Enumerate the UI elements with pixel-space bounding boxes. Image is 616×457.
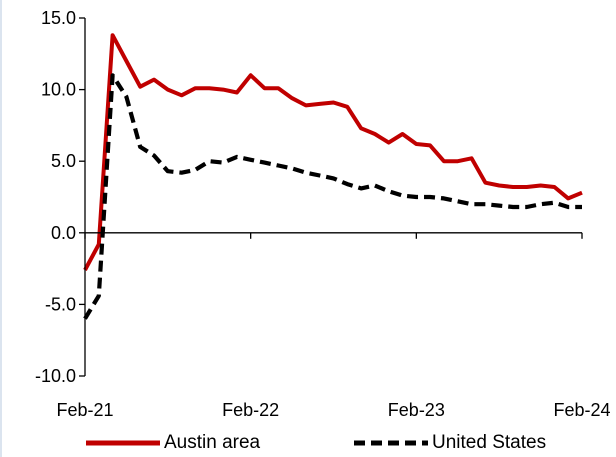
- plot-lines: [83, 33, 583, 320]
- line-chart: 15.010.05.00.0-5.0-10.0 Feb-21 Feb-22 Feb-…: [35, 8, 611, 420]
- y-tick-label: 0.0: [51, 223, 76, 243]
- legend-swatch-united-states: [354, 440, 428, 445]
- y-tick-label: 15.0: [41, 8, 76, 28]
- x-tick-label: Feb-24: [553, 400, 610, 420]
- y-tick-labels: 15.0 10.0 5.0 0.0 -5.0 -10.0: [35, 8, 76, 386]
- y-tick-label: 10.0: [41, 80, 76, 100]
- legend-label-united-states: United States: [432, 431, 547, 453]
- y-tick-label: -5.0: [45, 294, 76, 314]
- axes: [79, 17, 583, 377]
- legend-label-austin-area: Austin area: [164, 431, 261, 453]
- legend-item-united-states: United States: [354, 428, 546, 457]
- series-line-united-states: [83, 73, 582, 320]
- x-tick-label: Feb-22: [222, 400, 279, 420]
- legend-swatch-austin-area: [86, 440, 160, 445]
- x-tick-label: Feb-21: [56, 400, 113, 420]
- legend: Austin area United States: [2, 428, 616, 457]
- y-tick-label: 5.0: [51, 151, 76, 171]
- x-tick-labels: Feb-21 Feb-22 Feb-23 Feb-24: [56, 400, 610, 420]
- legend-item-austin-area: Austin area: [86, 428, 260, 457]
- series-line-austin-area: [83, 33, 583, 271]
- x-tick-label: Feb-23: [388, 400, 445, 420]
- y-tick-label: -10.0: [35, 366, 76, 386]
